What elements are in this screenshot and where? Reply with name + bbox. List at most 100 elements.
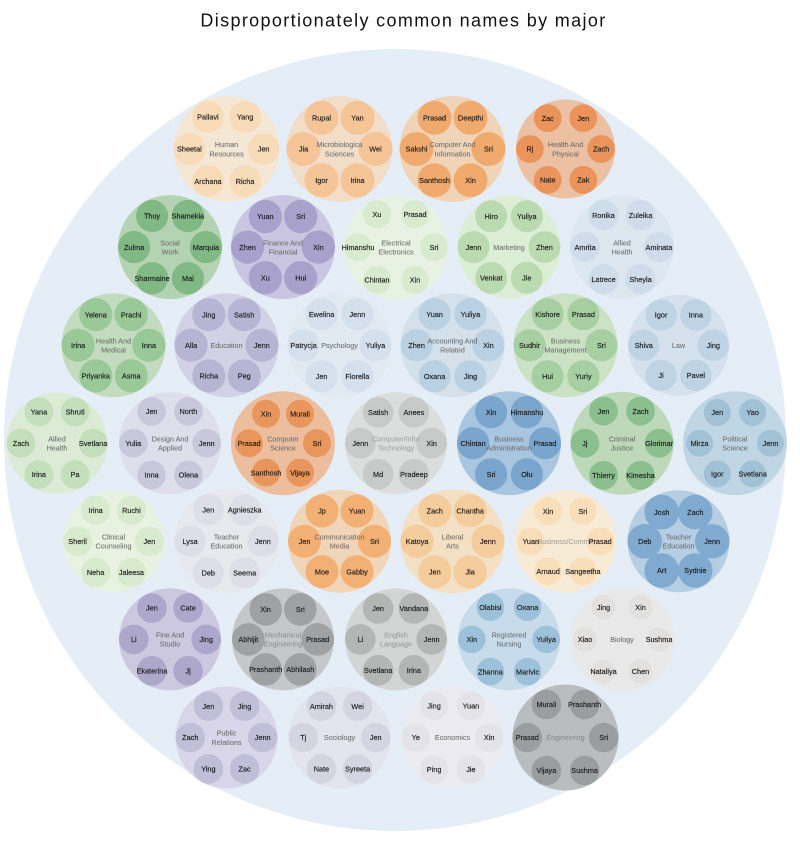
svg-text:Jen: Jen [429, 568, 441, 577]
svg-text:Mirza: Mirza [691, 439, 710, 448]
svg-text:Md: Md [373, 470, 383, 479]
svg-text:Zac: Zac [542, 114, 555, 123]
svg-text:Hui: Hui [295, 273, 306, 282]
svg-text:Registered: Registered [492, 631, 527, 640]
svg-text:Political: Political [723, 434, 748, 443]
svg-text:Jen: Jen [203, 702, 215, 711]
svg-text:Olu: Olu [521, 470, 532, 479]
svg-text:Jen: Jen [146, 604, 158, 613]
svg-text:Deb: Deb [202, 569, 215, 578]
svg-text:Computer/Infor: Computer/Infor [372, 434, 421, 443]
svg-text:Sheyla: Sheyla [629, 275, 652, 284]
svg-text:Media: Media [330, 542, 350, 551]
svg-text:Sri: Sri [430, 243, 439, 252]
svg-text:Sydnie: Sydnie [684, 566, 706, 575]
svg-text:Vijaya: Vijaya [537, 766, 558, 775]
svg-text:Business: Business [494, 434, 524, 443]
svg-text:Ruchi: Ruchi [122, 506, 141, 515]
svg-text:Sangeetha: Sangeetha [565, 567, 601, 576]
svg-text:Latrece: Latrece [591, 275, 615, 284]
svg-text:Computer: Computer [267, 434, 299, 443]
svg-text:Katoya: Katoya [406, 537, 430, 546]
svg-text:Yulia: Yulia [125, 439, 142, 448]
svg-text:Public: Public [217, 729, 237, 738]
svg-text:Rupal: Rupal [312, 114, 331, 123]
svg-text:Jie: Jie [522, 274, 531, 283]
svg-text:Xin: Xin [426, 439, 437, 448]
svg-text:Jen: Jen [370, 733, 382, 742]
svg-text:Marketing: Marketing [493, 243, 525, 252]
svg-text:Sri: Sri [487, 470, 496, 479]
svg-text:Tj: Tj [300, 733, 306, 742]
svg-text:English: English [384, 631, 408, 640]
svg-text:Counseling: Counseling [96, 542, 132, 551]
svg-text:Alla: Alla [185, 341, 198, 350]
svg-text:Rj: Rj [526, 145, 533, 154]
svg-text:Chintan: Chintan [364, 276, 389, 285]
svg-text:Computer And: Computer And [430, 140, 476, 149]
svg-text:Health And: Health And [548, 140, 583, 149]
svg-text:Li: Li [131, 635, 137, 644]
svg-text:Xin: Xin [260, 605, 271, 614]
svg-text:Xiao: Xiao [578, 635, 593, 644]
svg-text:Xin: Xin [410, 276, 421, 285]
svg-text:Law: Law [672, 341, 686, 350]
svg-text:Amirah: Amirah [310, 702, 333, 711]
svg-text:Psychology: Psychology [321, 341, 358, 350]
svg-text:Fiorella: Fiorella [345, 372, 370, 381]
svg-text:Teacher: Teacher [214, 533, 240, 542]
svg-text:Fine And: Fine And [156, 631, 184, 640]
svg-text:Accounting And: Accounting And [428, 336, 478, 345]
svg-text:Murali: Murali [536, 700, 556, 709]
svg-text:Prasad: Prasad [306, 635, 329, 644]
svg-text:Yelena: Yelena [85, 310, 108, 319]
svg-text:Clinical: Clinical [102, 533, 126, 542]
svg-text:Xin: Xin [635, 603, 646, 612]
svg-text:Pa: Pa [71, 470, 81, 479]
svg-text:Jia: Jia [466, 568, 476, 577]
svg-text:Zach: Zach [687, 508, 703, 517]
svg-text:Wei: Wei [369, 145, 382, 154]
svg-text:Jing: Jing [200, 635, 213, 644]
svg-text:Yan: Yan [351, 114, 363, 123]
svg-text:Sheetal: Sheetal [177, 145, 202, 154]
svg-text:Aminata: Aminata [646, 243, 674, 252]
svg-text:Kimesha: Kimesha [626, 471, 655, 480]
svg-text:Sri: Sri [370, 537, 379, 546]
svg-text:Jaleesa: Jaleesa [119, 568, 145, 577]
svg-text:Deepthi: Deepthi [458, 114, 484, 123]
svg-text:Jing: Jing [464, 372, 477, 381]
svg-text:Hui: Hui [542, 372, 553, 381]
svg-text:Resources: Resources [209, 149, 244, 158]
svg-text:Inna: Inna [144, 471, 159, 480]
svg-text:Shruti: Shruti [66, 408, 85, 417]
svg-text:Biology: Biology [610, 635, 634, 644]
svg-text:Jie: Jie [466, 765, 475, 774]
svg-text:Jen: Jen [146, 407, 158, 416]
svg-text:Art: Art [657, 566, 666, 575]
svg-text:Olena: Olena [179, 471, 199, 480]
svg-text:Svetlana: Svetlana [79, 439, 108, 448]
svg-text:Marivic: Marivic [516, 667, 539, 676]
svg-text:Information: Information [435, 149, 471, 158]
svg-text:Science: Science [270, 444, 296, 453]
svg-text:Yuan: Yuan [257, 212, 274, 221]
svg-text:Seema: Seema [233, 569, 257, 578]
svg-text:Yuriy: Yuriy [575, 372, 592, 381]
svg-text:Jing: Jing [707, 341, 720, 350]
svg-text:Irina: Irina [32, 470, 47, 479]
svg-text:Santhosh: Santhosh [419, 176, 450, 185]
svg-text:Jing: Jing [238, 702, 251, 711]
svg-text:Yana: Yana [31, 408, 48, 417]
svg-text:Xu: Xu [261, 273, 270, 282]
svg-text:Xu: Xu [373, 210, 382, 219]
svg-text:Zak: Zak [577, 176, 590, 185]
svg-text:Jenn: Jenn [704, 537, 720, 546]
svg-text:Jen: Jen [598, 407, 610, 416]
svg-text:Education: Education [211, 542, 243, 551]
svg-text:Work: Work [162, 247, 179, 256]
svg-text:Language: Language [380, 640, 412, 649]
svg-text:Igor: Igor [655, 311, 668, 320]
svg-text:Chen: Chen [632, 667, 649, 676]
svg-text:Allied: Allied [48, 434, 66, 443]
